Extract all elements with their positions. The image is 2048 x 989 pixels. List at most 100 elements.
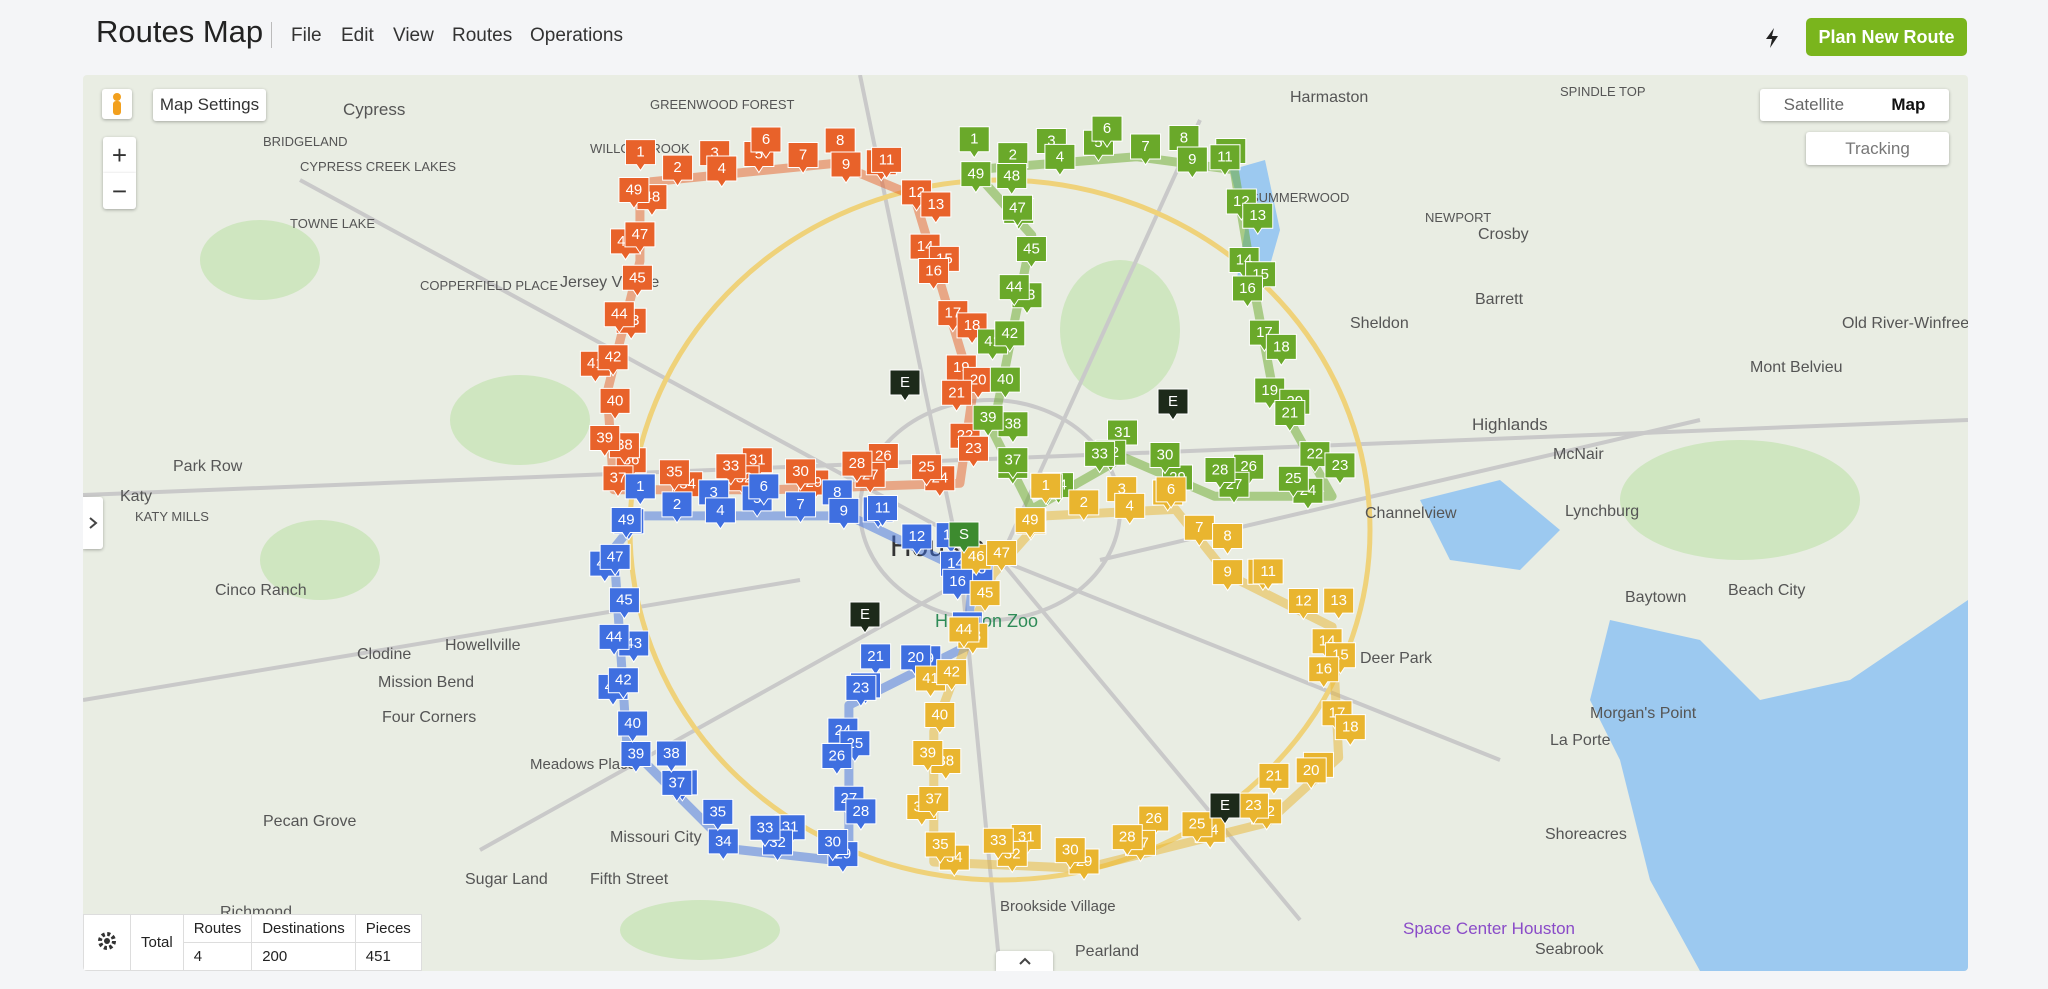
marker-shape: [658, 459, 690, 492]
stop-marker: 34: [707, 828, 739, 861]
marker-shape: [1176, 146, 1208, 179]
marker-shape: [787, 142, 819, 175]
marker-label: 41: [922, 670, 939, 687]
place-label: Howellville: [445, 637, 521, 654]
place-label: COPPERFIELD PLACE: [420, 278, 558, 293]
marker-label: 2: [673, 496, 681, 513]
place-label: Fifth Street: [590, 871, 669, 888]
stop-marker: 18: [1265, 333, 1297, 367]
marker-label: 21: [1266, 767, 1283, 784]
marker-label: 44: [606, 628, 623, 645]
marker-shape: [617, 710, 649, 743]
zoom-out[interactable]: −: [103, 173, 136, 209]
plan-route-button[interactable]: Plan New Route: [1806, 18, 1967, 56]
place-label: Four Corners: [382, 709, 476, 726]
marker-label: 9: [842, 156, 850, 173]
marker-label: 16: [925, 262, 942, 279]
marker-label: 2: [1080, 494, 1088, 511]
place-label: CYPRESS CREEK LAKES: [300, 159, 456, 174]
marker-label: 35: [932, 836, 949, 853]
tracking-button[interactable]: Tracking: [1806, 132, 1949, 165]
marker-label: 44: [956, 621, 973, 638]
map-type-toggle: Satellite Map: [1760, 89, 1949, 121]
depot-marker: E: [849, 601, 881, 634]
satellite-option[interactable]: Satellite: [1783, 95, 1845, 114]
bottom-panel-toggle[interactable]: [996, 951, 1053, 971]
stop-marker: 28: [841, 450, 873, 484]
map-option[interactable]: Map: [1891, 95, 1926, 114]
settings-cell[interactable]: [83, 914, 131, 971]
marker-label: E: [1220, 797, 1230, 814]
side-panel-toggle[interactable]: [83, 497, 103, 549]
marker-label: 42: [943, 664, 960, 681]
stop-marker: 33: [982, 827, 1014, 861]
marker-label: 37: [669, 774, 686, 791]
marker-label: 6: [760, 478, 768, 495]
menu-item[interactable]: Edit: [341, 25, 374, 46]
marker-label: 47: [632, 226, 649, 243]
marker-label: 40: [931, 706, 948, 723]
marker-label: 7: [796, 496, 804, 513]
place-label: SPINDLE TOP: [1560, 84, 1646, 99]
marker-shape: [1068, 489, 1100, 522]
marker-label: E: [1168, 393, 1178, 410]
marker-shape: [707, 828, 739, 861]
menu-item[interactable]: Operations: [530, 25, 623, 46]
marker-shape: [957, 435, 989, 469]
stop-marker: 35: [702, 798, 734, 832]
marker-label: 1: [636, 144, 644, 161]
stop-marker: 8: [1212, 523, 1244, 556]
place-label: Cypress: [343, 100, 405, 119]
stop-marker: 48: [996, 162, 1028, 196]
stop-marker: 9: [830, 151, 862, 184]
stop-marker: 45: [621, 264, 653, 298]
marker-shape: [1114, 492, 1146, 526]
menu-item[interactable]: Routes: [452, 25, 513, 46]
stop-marker: 21: [860, 643, 892, 676]
place-label: Missouri City: [610, 829, 702, 846]
flash-icon[interactable]: [1764, 28, 1780, 48]
marker-label: 39: [980, 409, 997, 426]
header: Routes Map File Edit View Routes Operati…: [0, 0, 2048, 75]
marker-shape: [1014, 507, 1046, 540]
marker-label: 30: [1062, 842, 1079, 859]
separator: [271, 22, 272, 48]
stop-marker: 26: [821, 742, 853, 776]
map-canvas[interactable]: Cypress BRIDGELAND CYPRESS CREEK LAKES T…: [83, 75, 1968, 971]
marker-shape: [994, 320, 1026, 353]
stop-marker: 38: [655, 740, 687, 773]
stop-marker: 21: [941, 379, 973, 413]
street-view[interactable]: [102, 89, 132, 119]
marker-label: E: [860, 606, 870, 623]
gear-icon[interactable]: [96, 930, 118, 952]
marker-label: 47: [607, 548, 624, 565]
marker-shape: [942, 568, 974, 602]
marker-label: 22: [1307, 446, 1324, 463]
zoom-in[interactable]: +: [103, 137, 136, 173]
map[interactable]: Cypress BRIDGELAND CYPRESS CREEK LAKES T…: [83, 75, 1968, 971]
menu-item[interactable]: View: [393, 25, 434, 46]
marker-label: 4: [1126, 497, 1134, 514]
stop-marker: 25: [911, 454, 943, 487]
stop-marker: 45: [608, 587, 640, 620]
marker-shape: [1183, 514, 1215, 548]
marker-shape: [997, 411, 1029, 444]
stop-marker: 4: [1044, 143, 1076, 177]
map-settings-button[interactable]: Map Settings: [153, 89, 266, 121]
stop-marker: 30: [1149, 441, 1181, 475]
stop-marker: 6: [750, 126, 782, 159]
stop-marker: 47: [1002, 194, 1034, 228]
marker-shape: [845, 798, 877, 831]
summary-value: 451: [354, 942, 422, 971]
stop-marker: 25: [1277, 465, 1309, 499]
marker-label: 13: [927, 196, 944, 213]
marker-label: 49: [618, 511, 635, 528]
place-label: Sheldon: [1350, 315, 1409, 332]
menu-item[interactable]: File: [291, 25, 322, 46]
stop-marker: 40: [617, 710, 649, 743]
stop-marker: 6: [1155, 476, 1187, 509]
marker-label: 37: [1005, 452, 1022, 469]
marker-shape: [982, 827, 1014, 861]
marker-label: 7: [1195, 519, 1203, 536]
marker-label: 9: [1188, 151, 1196, 168]
